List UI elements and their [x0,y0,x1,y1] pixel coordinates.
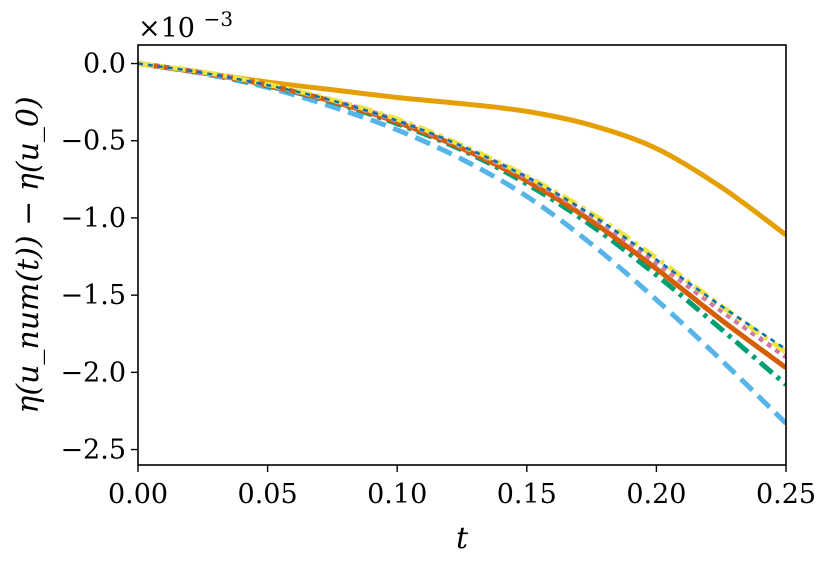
series-line-2 [138,61,786,426]
x-tick-label: 0.25 [756,479,816,510]
y-tick-label: −2.5 [60,435,126,466]
y-axis-title: η(u_num(t)) − η(u_0) [11,96,46,413]
plot-frame [137,44,787,466]
x-tick-label: 0.00 [108,479,168,510]
series-layer [138,61,786,426]
offset-label: ×10 −3 [138,7,233,44]
series-line-3 [138,61,786,387]
x-tick-label: 0.05 [238,479,298,510]
x-tick-label: 0.10 [367,479,427,510]
y-axis: 0.0 −0.5 −1.0 −1.5 −2.0 −2.5 [60,49,138,466]
offset-exponent: −3 [204,7,233,31]
y-tick-label: −2.0 [60,357,126,388]
y-tick-label: −1.0 [60,203,126,234]
x-axis-title: t [456,521,469,556]
series-line-4 [138,61,786,370]
y-tick-label: −0.5 [60,126,126,157]
x-axis: 0.00 0.05 0.10 0.15 0.20 0.25 [108,465,816,510]
series-line-7 [138,62,786,351]
series-line-5 [138,61,786,359]
series-line-6 [138,61,786,355]
x-tick-label: 0.15 [497,479,557,510]
y-tick-label: 0.0 [83,49,126,80]
x-tick-label: 0.20 [626,479,686,510]
y-tick-label: −1.5 [60,280,126,311]
